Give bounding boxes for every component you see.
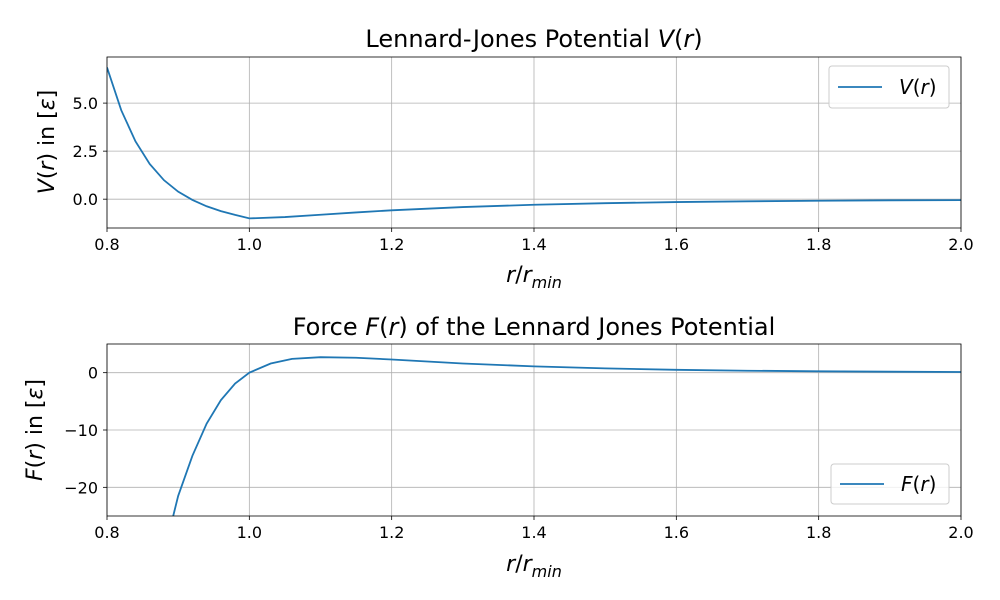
force-legend: F(r) — [830, 463, 950, 505]
potential-ylabel: V(r) in [ε] — [35, 90, 60, 194]
potential-legend-box — [828, 65, 950, 109]
potential-legend-label: V(r) — [899, 75, 937, 99]
potential-xtick-label: 2.0 — [948, 235, 973, 254]
potential-ytick-label: 0.0 — [73, 190, 98, 209]
potential-xtick-label: 0.8 — [94, 235, 119, 254]
force-xtick-label: 0.8 — [94, 523, 119, 542]
force-series-line — [172, 356, 961, 516]
potential-xtick-label: 1.2 — [379, 235, 404, 254]
force-xtick-label: 1.2 — [379, 523, 404, 542]
force-ytick-label: −10 — [64, 421, 98, 440]
potential-xtick-label: 1.4 — [521, 235, 546, 254]
potential-ticks: 0.8 1.0 1.2 1.4 1.6 1.8 2.0 0.0 2.5 5.0 — [73, 94, 974, 254]
potential-title: Lennard-Jones Potential V(r) — [365, 25, 702, 53]
force-title: Force F(r) of the Lennard Jones Potentia… — [293, 313, 776, 341]
force-panel: 0.8 1.0 1.2 1.4 1.6 1.8 2.0 −20 −10 0 Force F(r) … — [23, 313, 974, 581]
force-xtick-label: 1.4 — [521, 523, 546, 542]
potential-panel: 0.8 1.0 1.2 1.4 1.6 1.8 2.0 0.0 2.5 5.0 Lennard-J… — [35, 25, 974, 292]
potential-xtick-label: 1.8 — [806, 235, 831, 254]
force-legend-box — [830, 463, 950, 505]
potential-xtick-label: 1.6 — [664, 235, 689, 254]
force-xtick-label: 1.6 — [664, 523, 689, 542]
force-ylabel: F(r) in [ε] — [23, 379, 48, 481]
potential-xlabel: r/rmin — [506, 263, 562, 292]
force-xlabel: r/rmin — [506, 552, 562, 581]
force-legend-label: F(r) — [901, 472, 936, 496]
potential-legend: V(r) — [828, 65, 950, 109]
potential-series-line — [107, 67, 961, 220]
force-plot-area — [172, 356, 961, 516]
potential-ytick-label: 2.5 — [73, 142, 98, 161]
potential-xtick-label: 1.0 — [237, 235, 262, 254]
force-xtick-label: 1.0 — [237, 523, 262, 542]
force-ytick-label: 0 — [88, 364, 98, 383]
force-xtick-label: 2.0 — [948, 523, 973, 542]
potential-plot-area — [107, 67, 961, 220]
potential-grid — [106, 57, 962, 228]
potential-ytick-label: 5.0 — [73, 94, 98, 113]
force-ticks: 0.8 1.0 1.2 1.4 1.6 1.8 2.0 −20 −10 0 — [64, 364, 973, 542]
force-xtick-label: 1.8 — [806, 523, 831, 542]
force-ytick-label: −20 — [64, 478, 98, 497]
